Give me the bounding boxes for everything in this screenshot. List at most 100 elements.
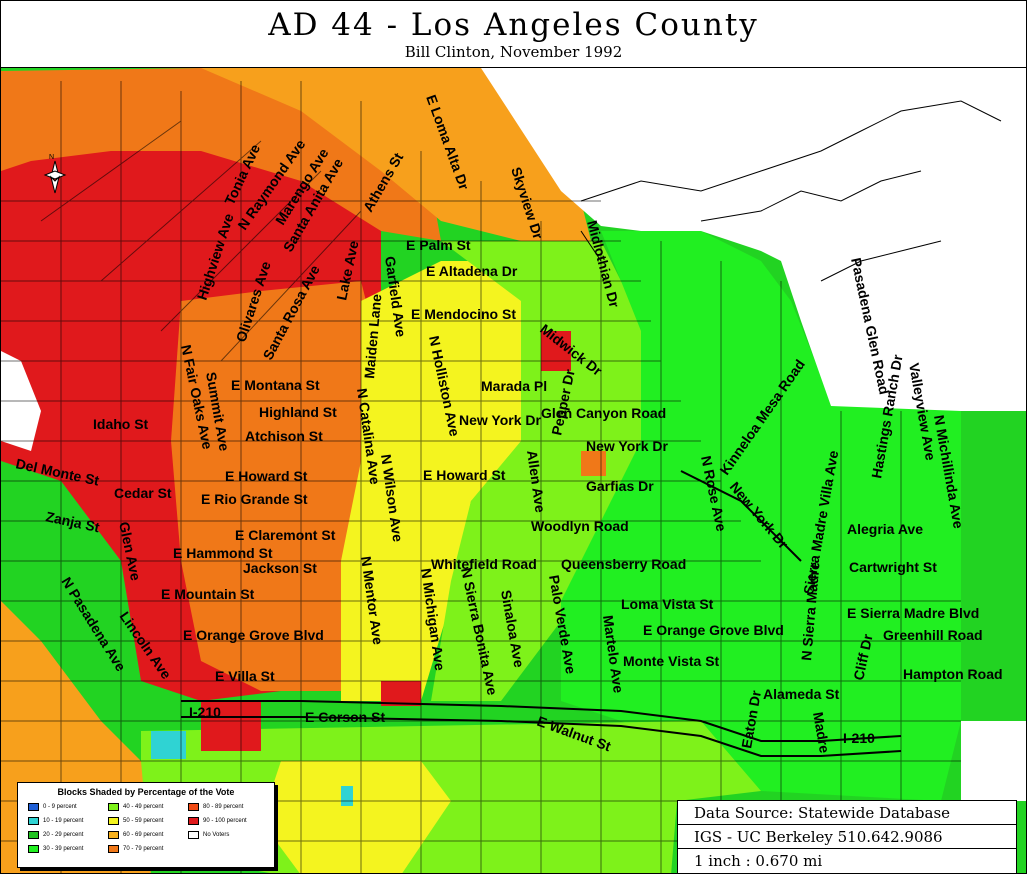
scale-line: 1 inch : 0.670 mi xyxy=(694,852,823,870)
block xyxy=(151,731,186,759)
street-label: Alameda St xyxy=(763,686,840,702)
region-mid-orange xyxy=(171,281,381,691)
street-label: Marada Pl xyxy=(481,378,547,394)
legend-swatch xyxy=(28,803,39,811)
new-york-dr-line xyxy=(680,470,802,562)
street-label: E Orange Grove Blvd xyxy=(183,627,324,643)
legend-swatch xyxy=(108,803,119,811)
region-no-voters-ne xyxy=(481,68,1026,411)
street-label: Loma Vista St xyxy=(621,596,714,612)
legend-item: No Voters xyxy=(188,831,229,839)
street-label: Whitefield Road xyxy=(431,556,537,572)
legend-label: 0 - 9 percent xyxy=(43,804,77,810)
legend-label: 50 - 59 percent xyxy=(123,818,164,824)
institution-line: IGS - UC Berkeley 510.642.9086 xyxy=(678,825,1016,849)
street-label: Alegria Ave xyxy=(847,521,923,537)
street-label: Greenhill Road xyxy=(883,627,983,643)
street-label: Woodlyn Road xyxy=(531,518,629,534)
street-label: Highland St xyxy=(259,404,337,420)
block xyxy=(411,281,441,311)
legend-label: 80 - 89 percent xyxy=(203,804,244,810)
street-label: E Corson St xyxy=(305,709,385,725)
street-label: I-210 xyxy=(843,730,875,746)
legend: Blocks Shaded by Percentage of the Vote … xyxy=(17,782,275,868)
street-label: E Orange Grove Blvd xyxy=(643,622,784,638)
legend-item: 0 - 9 percent xyxy=(28,803,77,811)
legend-item: 90 - 100 percent xyxy=(188,817,247,825)
street-label: E Howard St xyxy=(225,468,308,484)
street-label: Hampton Road xyxy=(903,666,1003,682)
legend-label: 30 - 39 percent xyxy=(43,846,84,852)
north-label: N xyxy=(49,154,54,161)
street-label: E Mountain St xyxy=(161,586,255,602)
legend-swatch xyxy=(28,817,39,825)
legend-label: 60 - 69 percent xyxy=(123,832,164,838)
legend-item: 20 - 29 percent xyxy=(28,831,83,839)
street-label: E Villa St xyxy=(215,668,275,684)
block xyxy=(541,331,571,371)
legend-label: No Voters xyxy=(203,832,230,838)
street-label: Cartwright St xyxy=(849,559,937,575)
region-no-voters-se xyxy=(961,721,1026,801)
freeway-i210 xyxy=(181,700,902,757)
legend-item: 40 - 49 percent xyxy=(108,803,163,811)
region-lightgreen xyxy=(431,241,641,701)
legend-title: Blocks Shaded by Percentage of the Vote xyxy=(57,787,235,797)
street-label: E Montana St xyxy=(231,377,320,393)
north-arrow-icon: N xyxy=(43,154,67,194)
legend-swatch xyxy=(28,831,39,839)
street-label: E Hammond St xyxy=(173,545,273,561)
data-source-line: Data Source: Statewide Database xyxy=(678,801,1016,825)
region-upper-orange xyxy=(201,68,591,241)
street-label: Atchison St xyxy=(245,428,323,444)
street-label: I-210 xyxy=(189,704,221,720)
terrain-lines xyxy=(580,100,1002,282)
street-label: E Howard St xyxy=(423,467,506,483)
street-label: Madre xyxy=(810,711,833,755)
street-label: E Altadena Dr xyxy=(426,263,518,279)
street-label: Idaho St xyxy=(93,416,149,432)
street-label: Monte Vista St xyxy=(623,653,720,669)
block xyxy=(201,701,261,751)
street-label: Cedar St xyxy=(114,485,172,501)
street-label: E Rio Grande St xyxy=(201,491,308,507)
legend-swatch xyxy=(188,817,199,825)
region-bottom-yellow xyxy=(261,761,451,873)
block xyxy=(381,681,421,706)
map-title: AD 44 - Los Angeles County xyxy=(268,7,759,43)
legend-swatch xyxy=(108,845,119,853)
street-label: New York Dr xyxy=(586,438,669,454)
street-label: New York Dr xyxy=(459,412,542,428)
legend-item: 60 - 69 percent xyxy=(108,831,163,839)
block xyxy=(61,191,101,231)
street-label: Garfias Dr xyxy=(586,478,654,494)
legend-swatch xyxy=(108,831,119,839)
legend-item: 80 - 89 percent xyxy=(188,803,243,811)
street-label: Maiden Lane xyxy=(361,293,384,379)
street-label: E Claremont St xyxy=(235,527,336,543)
legend-item: 30 - 39 percent xyxy=(28,845,83,853)
street-label: E Palm St xyxy=(406,237,471,253)
legend-item: 10 - 19 percent xyxy=(28,817,83,825)
legend-swatch xyxy=(188,831,199,839)
vote-map: Tonia Ave N Raymond Ave Marengo Ave Sant… xyxy=(1,68,1026,873)
legend-label: 40 - 49 percent xyxy=(123,804,164,810)
legend-swatch xyxy=(108,817,119,825)
block xyxy=(581,451,606,476)
street-label: Glen Canyon Road xyxy=(541,405,666,421)
street-label: E Sierra Madre Blvd xyxy=(847,605,979,621)
legend-label: 70 - 79 percent xyxy=(123,846,164,852)
legend-swatch xyxy=(28,845,39,853)
data-source-box: Data Source: Statewide Database IGS - UC… xyxy=(677,800,1017,873)
legend-swatch xyxy=(188,803,199,811)
legend-label: 20 - 29 percent xyxy=(43,832,84,838)
legend-label: 90 - 100 percent xyxy=(203,818,247,824)
map-subtitle: Bill Clinton, November 1992 xyxy=(404,43,623,61)
street-label: Jackson St xyxy=(243,560,317,576)
street-label: E Mendocino St xyxy=(411,306,516,322)
street-label: Queensberry Road xyxy=(561,556,686,572)
legend-item: 50 - 59 percent xyxy=(108,817,163,825)
block xyxy=(341,786,353,806)
title-divider xyxy=(1,67,1026,68)
